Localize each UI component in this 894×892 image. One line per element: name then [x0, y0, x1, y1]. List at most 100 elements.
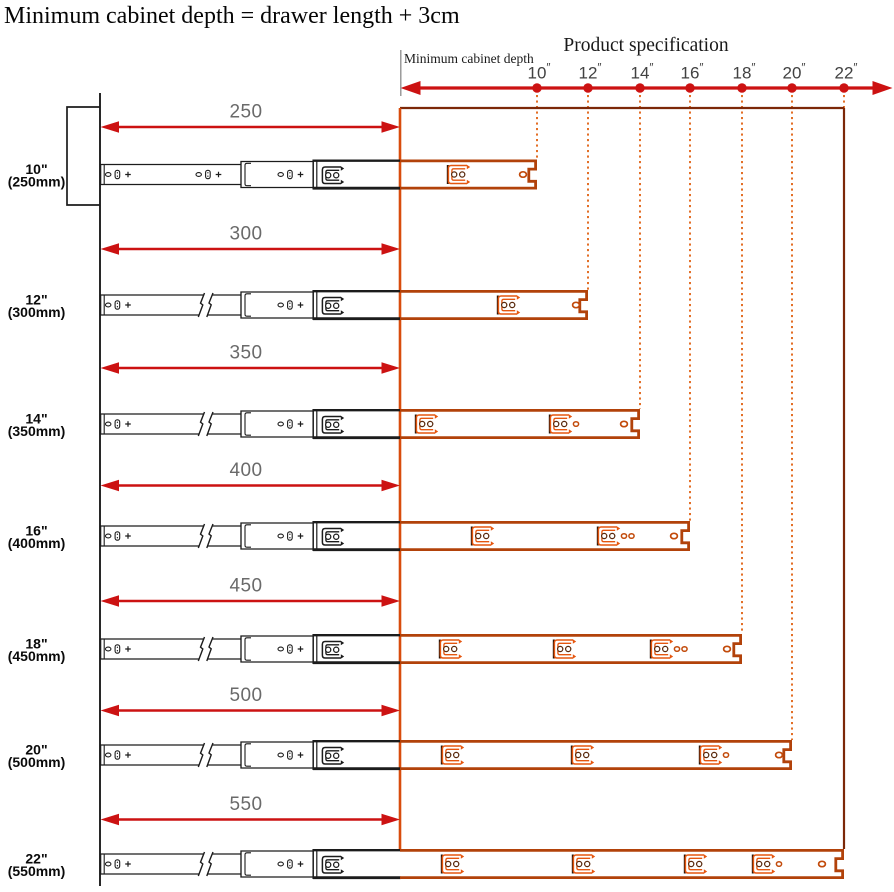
axis-dot-14 [635, 83, 645, 93]
row6-dim-arrow-right-head [381, 704, 400, 717]
min-cabinet-depth-label: Minimum cabinet depth [404, 51, 534, 66]
row2-orange-bracket1-tip-top [516, 295, 521, 300]
row3-orange-bracket2-screw2 [560, 420, 568, 428]
axis-dot-12 [583, 83, 593, 93]
row3-holes-c-slot-dot1 [289, 421, 291, 423]
row4-orange-rail [400, 521, 690, 551]
row4-black-bracket-screw2 [332, 533, 340, 540]
spec-axis-right-arrowhead [872, 81, 893, 95]
row2-inner-rail [99, 294, 241, 316]
row5-mid-rail-fill [241, 636, 318, 662]
row5-holes-a-slot [114, 644, 121, 654]
row5-holes-a-oval [104, 646, 112, 652]
row6-dim-arrow-left-head [100, 704, 119, 717]
row4-holes-a-slot-dot2 [116, 537, 119, 539]
row7-dim-arrow-right-head [381, 813, 400, 826]
row1-holes-a-cross [125, 171, 131, 178]
row3-orange-bracket1-screw2 [426, 420, 434, 428]
row6-hole1 [774, 751, 784, 759]
row3-holes-c-slot-dot2 [289, 425, 291, 427]
row3-holes-a-oval [104, 421, 112, 427]
row3-holes-a-slot [114, 419, 121, 429]
row3-mm-label: (350mm) [8, 423, 66, 439]
row1-dim-arrow-left-head [100, 121, 119, 133]
row1-dim-arrow-right-head [381, 121, 400, 133]
row3-black-bracket-screw2 [332, 421, 340, 428]
row6-black-bracket-tip-top [340, 746, 345, 752]
row6-orange-bracket1-tip-bottom [460, 760, 465, 765]
row1-orange-rail [400, 159, 537, 190]
row3-size-label: 14" [25, 411, 47, 427]
product-specification-heading: Product specification [563, 35, 728, 56]
row6-tail-hole1 [722, 751, 730, 759]
tick-label-20: 20″ [783, 63, 806, 83]
row1-holes-b-slot [205, 169, 211, 180]
row4-orange-bracket2-screw1 [600, 532, 608, 540]
row2-orange-bracket1-screw2 [508, 301, 516, 309]
row3-tail-hole1 [572, 420, 580, 428]
row6-black-bracket-outer [321, 746, 341, 765]
row2-black-bracket-screw2 [332, 302, 340, 309]
row5-dim-arrow-right-head [381, 595, 400, 607]
row2-dim-arrow-left-head [100, 243, 119, 255]
row5-orange-bracket2-outer [553, 639, 573, 659]
row5-orange-bracket2-tip-top [572, 639, 577, 644]
row3-holes-a-slot-dot1 [116, 421, 119, 423]
row1-holes-c-oval [277, 172, 284, 177]
row7-orange-bracket3-tip-top [703, 854, 708, 859]
row5-orange-bracket1-screw1 [442, 645, 450, 653]
row2-outer-rail-fill [313, 290, 587, 320]
row4-break-stroke1 [197, 523, 206, 549]
row5-orange-bracket3-screw2 [661, 645, 669, 653]
row7-holes-a-slot-dot1 [116, 861, 119, 863]
row2-holes-c-slot-dot2 [289, 306, 291, 308]
row1-size-label: 10" [25, 161, 47, 177]
row5-tail-hole2 [681, 645, 688, 653]
row3-holes-c-cross [297, 421, 304, 427]
row4-holes-a-oval [104, 533, 112, 539]
row7-break-stroke1 [197, 851, 206, 877]
row5-tail-hole1 [673, 645, 681, 653]
row3-holes-c-slot [287, 419, 293, 429]
row7-black-bracket-tip-bottom [340, 869, 345, 874]
row6-orange-bracket2-screw2 [582, 751, 590, 759]
row7-orange-bracket3-tip-bottom [703, 869, 708, 874]
row2-hole1 [571, 301, 581, 309]
row7-break-stroke2 [206, 851, 214, 877]
row7-dim-arrow-left-head [100, 813, 119, 826]
row7-orange-bracket3-screw2 [695, 860, 703, 868]
row4-break-stroke2 [206, 523, 214, 549]
row2-break-stroke2 [206, 292, 214, 318]
row5-orange-bracket3-tip-bottom [669, 654, 674, 659]
row4-hole1 [669, 532, 679, 540]
row4-mm-label: (400mm) [8, 535, 66, 551]
row7-orange-rail [400, 849, 844, 879]
row6-size-label: 20" [25, 742, 47, 758]
row3-black-bracket-screw1 [324, 421, 332, 428]
row3-mid-rail [240, 410, 314, 438]
row1-holes-b-oval [195, 172, 202, 177]
row1-black-bracket-screw2 [332, 172, 340, 179]
row5-dim-value: 450 [230, 576, 263, 597]
row2-holes-a-oval [104, 302, 112, 308]
row5-dim-arrow-left-head [100, 595, 119, 607]
row1-holes-b-slot-dot1 [207, 172, 209, 174]
row4-mid-rail [240, 522, 314, 550]
row3-outer-rail-fill [313, 409, 639, 439]
row6-holes-a-slot-dot1 [116, 752, 119, 754]
row1-mid-rail [240, 160, 314, 189]
row2-holes-a-slot [114, 300, 121, 310]
row1-orange-bracket1-tip-bottom [466, 179, 471, 185]
row5-holes-a-slot-dot2 [116, 650, 119, 652]
row5-holes-c-slot [287, 644, 293, 654]
spec-axis-left-arrowhead [400, 81, 421, 95]
row3-orange-bracket1-tip-top [434, 414, 439, 419]
row6-holes-c-slot-dot1 [289, 752, 291, 754]
row2-holes-c-slot [287, 300, 293, 310]
row3-break-stroke2 [206, 411, 214, 437]
row6-holes-a-slot-dot2 [116, 756, 119, 758]
row5-outer-rail-fill [313, 634, 741, 664]
row6-orange-bracket1-screw2 [452, 751, 460, 759]
row3-orange-rail [400, 409, 640, 439]
